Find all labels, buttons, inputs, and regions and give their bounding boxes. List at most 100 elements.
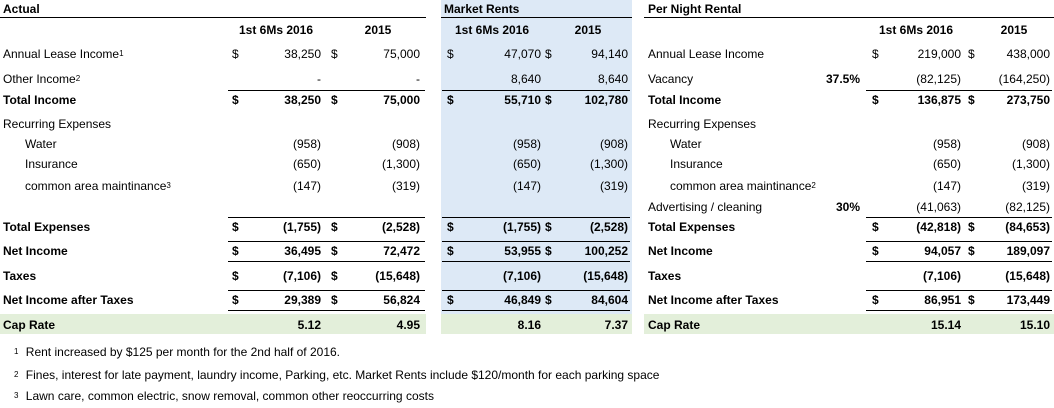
actual-row-0-value-2016: 38,250 (284, 47, 321, 61)
per-night-row-12-value-2016: 15.14 (930, 318, 961, 332)
market-row-1-value-2015: 8,640 (597, 72, 628, 86)
per-night-row-7-value-2015: (82,125) (1005, 200, 1050, 214)
per-night-row-2-dollar-2: $ (968, 93, 975, 107)
per-night-rule-11-top (866, 290, 1052, 291)
actual-row-2-dollar-1: $ (232, 93, 239, 107)
market-row-10-value-2015: (15,648) (583, 269, 628, 283)
per-night-row-7-label: Advertising / cleaning (648, 200, 762, 214)
cap-rate-band-actual (0, 314, 426, 334)
per-night-row-12-value-2015: 15.10 (1019, 318, 1050, 332)
per-night-row-8-label: Total Expenses (648, 220, 735, 234)
actual-header-rule (0, 17, 426, 18)
actual-row-8-dollar-1: $ (232, 220, 239, 234)
actual-row-3-label: Recurring Expenses (3, 117, 111, 131)
footnote-2-marker: 2 (14, 370, 19, 379)
market-row-8-value-2016: (1,755) (502, 220, 541, 234)
per-night-rule-2-top (866, 90, 1052, 91)
actual-row-1-value-2016: - (317, 72, 321, 86)
market-rule-11-top (442, 290, 630, 291)
per-night-row-1-value-2016: (82,125) (916, 72, 961, 86)
per-night-row-2-dollar-1: $ (872, 93, 879, 107)
actual-row-6-label: common area maintinance3 (25, 179, 171, 193)
actual-row-4-label: Water (25, 137, 57, 151)
actual-row-0-label-text: Annual Lease Income (3, 47, 120, 61)
footnote-3-marker: 3 (14, 391, 19, 400)
actual-row-1-footnote-marker: 2 (75, 74, 81, 83)
per-night-row-6-label-text: common area maintinance (670, 179, 812, 193)
actual-row-11-value-2016: 29,389 (284, 293, 321, 307)
per-night-row-7-label-text: Advertising / cleaning (648, 200, 763, 214)
market-row-0-value-2016: 47,070 (504, 47, 541, 61)
per-night-row-8-value-2015: (84,653) (1005, 220, 1050, 234)
market-rule-8-top (442, 217, 630, 218)
per-night-header-rule (644, 17, 1054, 18)
footnote-3-text: Lawn care, common electric, snow removal… (25, 389, 434, 403)
actual-rule-11-top (228, 290, 425, 291)
per-night-row-3-label-text: Recurring Expenses (648, 117, 757, 131)
actual-row-11-label-text: Net Income after Taxes (3, 293, 134, 307)
per-night-row-11-label: Net Income after Taxes (648, 293, 779, 307)
market-row-6-value-2016: (147) (512, 179, 541, 193)
footnote-2: 2 Fines, interest for late payment, laun… (14, 368, 659, 382)
market-row-12-value-2016: 8.16 (517, 318, 541, 332)
actual-row-10-value-2016: (7,106) (282, 269, 321, 283)
actual-row-12-label-text: Cap Rate (3, 318, 56, 332)
market-row-9-dollar-1: $ (447, 244, 454, 258)
market-rule-11-bottom (442, 310, 630, 311)
actual-row-9-label-text: Net Income (3, 244, 68, 258)
actual-row-8-value-2015: (2,528) (381, 220, 420, 234)
market-header-rule (441, 17, 632, 18)
per-night-rule-8-top (866, 217, 1052, 218)
actual-row-11-label: Net Income after Taxes (3, 293, 134, 307)
actual-row-9-dollar-2: $ (331, 244, 338, 258)
per-night-row-2-value-2016: 136,875 (917, 93, 961, 107)
per-night-row-6-value-2016: (147) (932, 179, 961, 193)
market-col-2015-header: 2015 (574, 23, 602, 37)
per-night-row-7-percent: 30% (835, 200, 860, 214)
per-night-row-7-value-2016: (41,063) (916, 200, 961, 214)
per-night-row-5-value-2015: (1,300) (1011, 157, 1050, 171)
actual-row-2-value-2015: 75,000 (383, 93, 420, 107)
market-row-12-value-2015: 7.37 (604, 318, 628, 332)
market-row-9-value-2015: 100,252 (584, 244, 628, 258)
per-night-row-5-value-2016: (650) (932, 157, 961, 171)
per-night-row-11-dollar-1: $ (872, 293, 879, 307)
per-night-row-2-label-text: Total Income (648, 93, 722, 107)
footnote-1: 1 Rent increased by $125 per month for t… (14, 345, 340, 359)
actual-row-0-label: Annual Lease Income1 (3, 47, 124, 61)
actual-row-9-label: Net Income (3, 244, 68, 258)
actual-row-12-label: Cap Rate (3, 318, 55, 332)
actual-row-8-dollar-2: $ (331, 220, 338, 234)
actual-row-10-label-text: Taxes (3, 269, 37, 283)
cap-rate-band-per-night (644, 314, 1054, 334)
per-night-row-4-label-text: Water (670, 137, 702, 151)
per-night-row-0-label-text: Annual Lease Income (648, 47, 765, 61)
actual-row-10-label: Taxes (3, 269, 36, 283)
actual-rule-9-bottom (228, 261, 425, 262)
market-row-11-dollar-1: $ (447, 293, 454, 307)
per-night-row-4-value-2015: (908) (1021, 137, 1050, 151)
per-night-row-4-value-2016: (958) (932, 137, 961, 151)
per-night-row-10-label: Taxes (648, 269, 681, 283)
per-night-row-0-dollar-2: $ (968, 47, 975, 61)
market-rule-2-top (442, 90, 630, 91)
actual-heading: Actual (3, 2, 40, 16)
market-row-5-value-2015: (1,300) (589, 157, 628, 171)
actual-row-9-value-2015: 72,472 (383, 244, 420, 258)
market-row-10-value-2016: (7,106) (502, 269, 541, 283)
per-night-row-4-label: Water (670, 137, 702, 151)
market-rule-9-bottom (442, 261, 630, 262)
per-night-row-3-label: Recurring Expenses (648, 117, 756, 131)
actual-row-2-dollar-2: $ (331, 93, 338, 107)
per-night-row-9-dollar-2: $ (968, 244, 975, 258)
market-row-4-value-2015: (908) (599, 137, 628, 151)
market-row-8-dollar-2: $ (545, 220, 552, 234)
per-night-row-1-percent: 37.5% (825, 72, 860, 86)
actual-col-2016-header: 1st 6Ms 2016 (238, 23, 314, 37)
actual-row-0-footnote-marker: 1 (119, 49, 124, 58)
per-night-row-0-label: Annual Lease Income (648, 47, 764, 61)
per-night-row-0-value-2015: 438,000 (1006, 47, 1050, 61)
per-night-row-8-dollar-2: $ (968, 220, 975, 234)
per-night-row-6-footnote-marker: 2 (811, 181, 816, 190)
actual-row-6-value-2015: (319) (391, 179, 420, 193)
